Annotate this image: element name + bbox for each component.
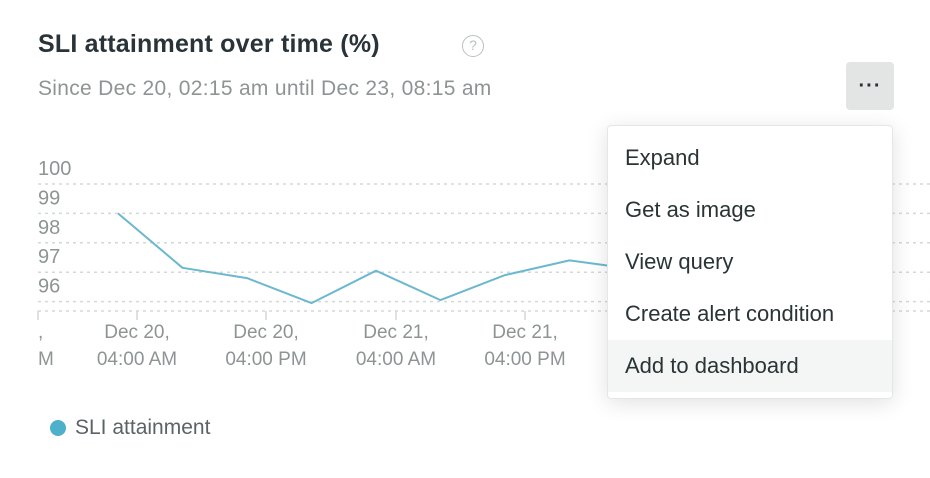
y-tick-label: 97 bbox=[38, 246, 60, 268]
x-tick-label: Dec 21, bbox=[363, 322, 428, 343]
y-axis: 100 99 98 97 96 bbox=[38, 158, 71, 298]
line-chart: 100 99 98 97 96 , M Dec 20, 04:00 AM Dec 20, 04:0… bbox=[37, 158, 930, 370]
x-tick-label: Dec 21, bbox=[492, 322, 557, 343]
y-tick-label: 98 bbox=[38, 217, 60, 239]
x-tick-label: Dec 20, bbox=[233, 322, 298, 343]
menu-item-expand[interactable]: Expand bbox=[625, 145, 700, 170]
legend-label: SLI attainment bbox=[75, 416, 211, 439]
x-tick-label: 04:00 PM bbox=[484, 349, 565, 370]
x-tick-label: 04:00 AM bbox=[356, 349, 436, 370]
legend-swatch bbox=[50, 420, 66, 436]
menu-item-view-query[interactable]: View query bbox=[625, 249, 734, 274]
time-range-subtitle: Since Dec 20, 02:15 am until Dec 23, 08:… bbox=[38, 77, 492, 100]
question-circle-icon[interactable]: ? bbox=[462, 35, 484, 57]
y-tick-label: 100 bbox=[38, 158, 71, 180]
x-tick-label: Dec 20, bbox=[104, 322, 169, 343]
chart-options-menu: Expand Get as image View query Create alert… bbox=[607, 125, 893, 399]
x-tick-label: , bbox=[38, 322, 43, 343]
x-tick-label: 04:00 AM bbox=[97, 349, 177, 370]
chart-legend[interactable]: SLI attainment bbox=[50, 416, 210, 440]
y-tick-label: 99 bbox=[38, 187, 60, 209]
menu-item-create-alert-condition[interactable]: Create alert condition bbox=[625, 301, 835, 326]
more-options-button[interactable]: ··· bbox=[846, 62, 894, 110]
menu-item-get-as-image[interactable]: Get as image bbox=[625, 197, 756, 222]
chart-series bbox=[117, 212, 613, 305]
chart-title: SLI attainment over time (%) bbox=[38, 30, 380, 58]
x-axis: , M Dec 20, 04:00 AM Dec 20, 04:00 PM Dec 21, 0… bbox=[37, 311, 566, 370]
series-line bbox=[117, 212, 613, 305]
y-tick-label: 96 bbox=[38, 276, 60, 298]
x-tick-label: 04:00 PM bbox=[225, 349, 306, 370]
x-tick-label: M bbox=[38, 349, 54, 370]
menu-item-add-to-dashboard[interactable]: Add to dashboard bbox=[608, 340, 892, 392]
